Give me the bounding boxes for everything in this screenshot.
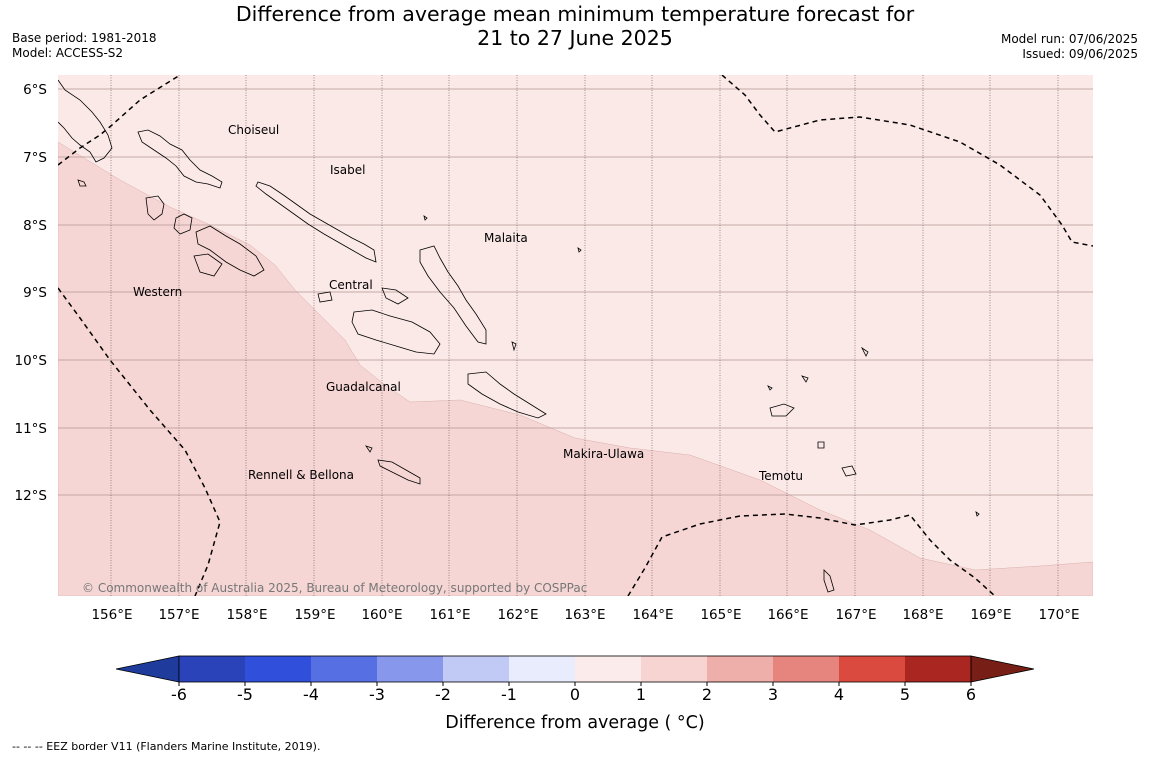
lat-label-10s: 10°S xyxy=(15,353,48,369)
model-run: Model run: 07/06/2025 xyxy=(1000,32,1138,46)
place-isabel: Isabel xyxy=(330,163,365,177)
lon-label-161e: 161°E xyxy=(429,607,470,623)
colorbar-box xyxy=(773,656,839,682)
place-temotu: Temotu xyxy=(758,469,803,483)
lon-label-166e: 166°E xyxy=(767,607,808,623)
copyright-notice: © Commonwealth of Australia 2025, Bureau… xyxy=(82,581,587,595)
coastlines xyxy=(58,79,980,593)
lon-label-163e: 163°E xyxy=(564,607,605,623)
map-title: Difference from average mean minimum tem… xyxy=(0,2,1150,50)
province-labels: Choiseul Isabel Malaita Western Central … xyxy=(133,123,803,483)
colorbar-box xyxy=(311,656,377,682)
colorbar-tick-label: -2 xyxy=(435,685,451,704)
meta-right: Model run: 07/06/2025 Issued: 09/06/2025 xyxy=(1001,32,1138,62)
colorbar-tick-label: 5 xyxy=(900,685,910,704)
latitude-labels: 6°S 7°S 8°S 9°S 10°S 11°S 12°S xyxy=(15,82,48,504)
lat-label-6s: 6°S xyxy=(23,82,47,98)
lat-label-8s: 8°S xyxy=(23,218,47,234)
isabel-coast xyxy=(255,181,377,263)
lon-label-162e: 162°E xyxy=(497,607,538,623)
place-makira-ulawa: Makira-Ulawa xyxy=(563,447,644,461)
lat-label-7s: 7°S xyxy=(23,150,47,166)
colorbar-tick-label: -3 xyxy=(369,685,385,704)
colorbar-extend-low xyxy=(115,655,180,683)
base-period: Base period: 1981-2018 xyxy=(12,31,157,45)
malaita-coast xyxy=(419,245,487,345)
colorbar-box xyxy=(179,656,245,682)
colorbar-box xyxy=(377,656,443,682)
place-western: Western xyxy=(133,285,182,299)
lat-label-12s: 12°S xyxy=(15,488,48,504)
colorbar-tick-label: -6 xyxy=(171,685,187,704)
makira-coast xyxy=(467,371,547,419)
eez-border xyxy=(58,75,1093,596)
lon-label-158e: 158°E xyxy=(226,607,267,623)
place-choiseul: Choiseul xyxy=(228,123,279,137)
colorbar-label: Difference from average ( °C) xyxy=(445,713,704,733)
colorbar-box xyxy=(707,656,773,682)
colorbar-tick-label: -5 xyxy=(237,685,253,704)
guadalcanal-coast xyxy=(351,309,441,355)
place-malaita: Malaita xyxy=(484,231,528,245)
colorbar-tick-label: 3 xyxy=(768,685,778,704)
western-islands-c xyxy=(195,225,265,277)
meta-left: Base period: 1981-2018 Model: ACCESS-S2 xyxy=(12,31,157,61)
place-central: Central xyxy=(329,278,373,292)
eez-footer-note: -- -- -- EEZ border V11 (Flanders Marine… xyxy=(12,740,321,753)
temotu-coast-b xyxy=(841,465,857,477)
longitude-grid xyxy=(110,75,1059,596)
colorbar-extend-high xyxy=(970,655,1035,683)
colorbar-box xyxy=(443,656,509,682)
lon-label-157e: 157°E xyxy=(158,607,199,623)
lon-label-170e: 170°E xyxy=(1038,607,1079,623)
western-islands-d xyxy=(193,253,223,277)
lon-label-167e: 167°E xyxy=(835,607,876,623)
title-line-2: 21 to 27 June 2025 xyxy=(477,26,673,50)
lon-label-160e: 160°E xyxy=(361,607,402,623)
colorbar-box xyxy=(575,656,641,682)
colorbar-box xyxy=(245,656,311,682)
lon-label-164e: 164°E xyxy=(632,607,673,623)
lat-label-11s: 11°S xyxy=(15,421,48,437)
title-line-1: Difference from average mean minimum tem… xyxy=(235,2,915,26)
colorbar-tick-label: 6 xyxy=(966,685,976,704)
western-islands-a xyxy=(145,195,165,221)
model-name: Model: ACCESS-S2 xyxy=(12,46,124,60)
central-islands-b xyxy=(381,287,409,305)
lat-label-9s: 9°S xyxy=(23,285,47,301)
place-guadalcanal: Guadalcanal xyxy=(326,380,401,394)
colorbar-tick-label: -4 xyxy=(303,685,319,704)
western-islands-b xyxy=(173,213,193,235)
lon-label-156e: 156°E xyxy=(91,607,132,623)
place-rennell-bellona: Rennell & Bellona xyxy=(248,468,354,482)
colorbar: -6 -5 -4 -3 -2 -1 0 1 2 3 4 5 6 xyxy=(115,655,1035,704)
lon-label-168e: 168°E xyxy=(902,607,943,623)
colorbar-tick-label: -1 xyxy=(501,685,517,704)
colorbar-tick-label: 4 xyxy=(834,685,844,704)
anomaly-fill-1-2 xyxy=(58,141,1093,596)
colorbar-box xyxy=(905,656,971,682)
colorbar-tick-label: 2 xyxy=(702,685,712,704)
lon-label-159e: 159°E xyxy=(294,607,335,623)
rennell-coast xyxy=(377,459,421,485)
colorbar-box xyxy=(839,656,905,682)
colorbar-box xyxy=(641,656,707,682)
colorbar-box xyxy=(509,656,575,682)
longitude-labels: 156°E 157°E 158°E 159°E 160°E 161°E 162°… xyxy=(91,607,1079,623)
bougainville-coast xyxy=(58,79,113,163)
colorbar-tick-label: 0 xyxy=(570,685,580,704)
colorbar-tick-label: 1 xyxy=(636,685,646,704)
lon-label-165e: 165°E xyxy=(700,607,741,623)
lon-label-169e: 169°E xyxy=(970,607,1011,623)
issued-date: Issued: 09/06/2025 xyxy=(1022,47,1138,61)
central-islands-a xyxy=(317,291,333,303)
map-area: Choiseul Isabel Malaita Western Central … xyxy=(58,75,1093,596)
choiseul-coast xyxy=(137,129,223,189)
temotu-coast-a xyxy=(769,403,795,417)
latitude-grid xyxy=(58,88,1093,496)
